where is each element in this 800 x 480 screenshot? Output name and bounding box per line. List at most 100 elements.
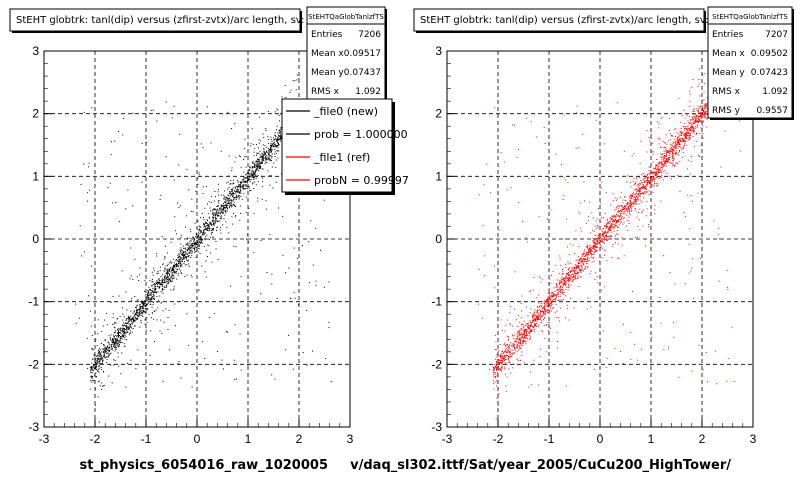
data-point <box>136 311 138 313</box>
data-point <box>645 177 646 179</box>
data-point <box>517 315 519 316</box>
data-point <box>680 146 682 148</box>
data-point <box>562 273 564 275</box>
data-point <box>282 215 284 217</box>
data-point <box>651 176 653 178</box>
data-point <box>162 264 164 266</box>
data-point <box>175 230 177 232</box>
data-point <box>550 302 552 304</box>
data-point <box>147 300 149 302</box>
data-point <box>195 233 197 235</box>
data-point <box>163 289 165 290</box>
data-point <box>715 350 716 352</box>
data-point <box>580 276 582 278</box>
data-point <box>214 215 216 217</box>
data-point <box>262 133 264 135</box>
data-point <box>540 348 542 350</box>
data-point <box>618 216 620 218</box>
data-point <box>110 352 112 354</box>
data-point <box>158 282 159 284</box>
data-point <box>95 372 97 374</box>
data-point <box>638 203 640 205</box>
data-point <box>653 183 655 185</box>
data-point <box>210 223 211 225</box>
data-point <box>543 325 545 327</box>
data-point <box>215 248 217 250</box>
data-point <box>495 341 497 343</box>
data-point <box>256 167 258 169</box>
data-point <box>197 220 199 222</box>
data-point <box>105 351 107 353</box>
data-point <box>666 155 668 157</box>
data-point <box>228 203 230 205</box>
data-point <box>273 162 275 164</box>
data-point <box>670 146 672 148</box>
data-point <box>99 359 101 361</box>
data-point <box>168 276 170 278</box>
data-point <box>519 341 521 342</box>
data-point <box>516 156 518 158</box>
data-point <box>215 214 217 216</box>
data-point <box>276 108 278 110</box>
data-point <box>685 136 687 138</box>
data-point <box>575 147 577 149</box>
data-point <box>536 318 538 320</box>
data-point <box>265 200 267 202</box>
data-point <box>689 127 691 129</box>
data-point <box>234 161 236 163</box>
data-point <box>136 299 138 301</box>
data-point <box>550 307 552 309</box>
data-point <box>146 297 147 299</box>
data-point <box>262 153 264 155</box>
data-point <box>172 258 174 260</box>
data-point <box>548 304 549 306</box>
data-point <box>114 347 116 348</box>
data-point <box>671 157 673 159</box>
data-point <box>217 191 219 193</box>
data-point <box>545 301 546 302</box>
data-point <box>636 203 638 205</box>
data-point <box>529 320 531 322</box>
data-point <box>549 297 551 299</box>
data-point <box>679 150 680 152</box>
data-point <box>556 288 558 290</box>
data-point <box>625 207 627 209</box>
data-point <box>518 345 520 347</box>
data-point <box>690 122 692 124</box>
data-point <box>596 243 598 244</box>
data-point <box>653 171 655 173</box>
data-point <box>509 361 511 363</box>
data-point <box>680 138 682 140</box>
data-point <box>167 276 169 277</box>
data-point <box>231 205 233 207</box>
data-point <box>208 223 210 225</box>
data-point <box>153 270 155 272</box>
data-point <box>631 198 633 199</box>
data-point <box>207 244 209 246</box>
data-point <box>574 267 576 269</box>
data-point <box>237 191 239 193</box>
data-point <box>231 206 232 208</box>
data-point <box>250 172 252 174</box>
data-point <box>614 218 616 220</box>
data-point <box>270 142 272 144</box>
data-point <box>629 214 631 216</box>
data-point <box>120 337 122 339</box>
data-point <box>672 157 674 159</box>
data-point <box>277 142 279 144</box>
data-point <box>89 388 91 390</box>
data-point <box>615 220 617 222</box>
data-point <box>98 367 100 369</box>
data-point <box>278 131 280 133</box>
data-point <box>529 326 531 327</box>
data-point <box>555 286 557 288</box>
data-point <box>636 200 638 202</box>
data-point <box>167 252 169 254</box>
data-point <box>175 259 177 261</box>
data-point <box>551 274 552 276</box>
data-point <box>706 107 708 109</box>
data-point <box>576 264 578 266</box>
data-point <box>184 254 186 256</box>
data-point <box>169 278 171 280</box>
data-point <box>582 253 584 255</box>
